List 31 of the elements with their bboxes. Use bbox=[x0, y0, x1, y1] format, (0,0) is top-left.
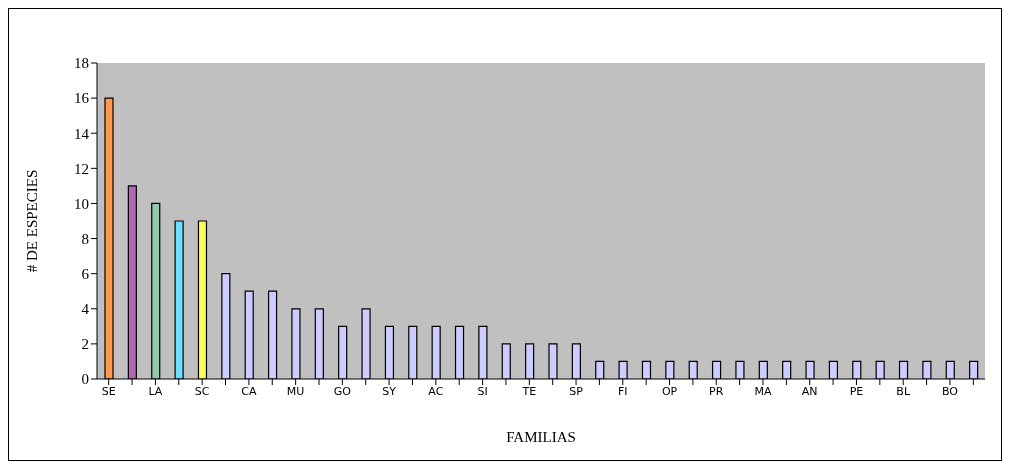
y-tick-label: 12 bbox=[74, 160, 89, 177]
x-tick-label: AC bbox=[428, 384, 444, 398]
y-tick-label: 0 bbox=[81, 371, 89, 388]
x-tick-label: SI bbox=[477, 384, 488, 398]
x-tick-label: MA bbox=[754, 384, 772, 398]
x-axis-title: FAMILIAS bbox=[506, 429, 576, 445]
y-tick-label: 14 bbox=[74, 125, 90, 142]
x-tick-label: SC bbox=[194, 384, 210, 398]
y-axis-title: # DE ESPECIES bbox=[24, 169, 41, 273]
x-tick-label: AN bbox=[801, 384, 818, 398]
y-tick-label: 2 bbox=[81, 336, 89, 353]
x-tick-label: FI bbox=[618, 384, 628, 398]
x-tick-label: SP bbox=[569, 384, 584, 398]
y-tick-label: 8 bbox=[81, 230, 89, 247]
x-tick-label: MU bbox=[286, 384, 305, 398]
x-tick-label: TE bbox=[521, 384, 537, 398]
x-tick-label: BL bbox=[896, 384, 911, 398]
y-tick-label: 16 bbox=[74, 90, 90, 107]
y-tick-label: 18 bbox=[74, 55, 89, 72]
x-tick-label: LA bbox=[148, 384, 163, 398]
x-tick-label: OP bbox=[661, 384, 678, 398]
x-tick-label: SY bbox=[382, 384, 397, 398]
x-tick-label: CA bbox=[241, 384, 257, 398]
y-tick-label: 4 bbox=[81, 301, 90, 318]
x-tick-label: PR bbox=[709, 384, 724, 398]
y-tick-label: 10 bbox=[74, 195, 89, 212]
x-tick-label: PE bbox=[849, 384, 864, 398]
y-tick-label: 6 bbox=[81, 265, 90, 282]
x-tick-label: GO bbox=[333, 384, 352, 398]
x-tick-label: SE bbox=[101, 384, 116, 398]
x-tick-label: BO bbox=[941, 384, 959, 398]
